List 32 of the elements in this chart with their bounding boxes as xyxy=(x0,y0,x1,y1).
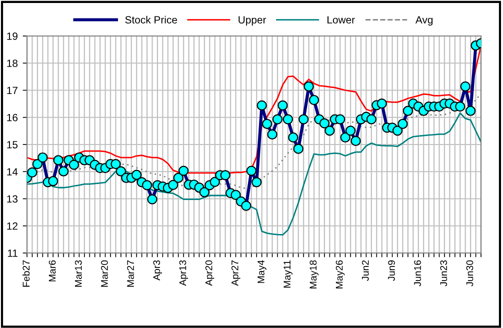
legend-label: Avg xyxy=(415,16,433,26)
x-tick-label: Mar20 xyxy=(101,260,108,287)
x-tick-label: Apr13 xyxy=(179,260,188,286)
y-tick-label: 11 xyxy=(8,250,18,257)
x-tick-label: Jun30 xyxy=(466,260,474,286)
x-tick-label: May4 xyxy=(258,260,266,283)
legend-label: Stock Price xyxy=(125,16,177,24)
legend-label: Lower xyxy=(328,16,355,24)
line-series xyxy=(27,112,481,236)
y-tick-label: 16 xyxy=(7,114,18,122)
x-tick-label: Mar27 xyxy=(127,260,134,287)
legend-label: Upper xyxy=(238,16,266,26)
y-tick-label: 19 xyxy=(7,32,18,40)
x-tick-label: Jun16 xyxy=(414,260,421,286)
y-tick-label: 12 xyxy=(7,222,18,230)
x-tick-label: Mar6 xyxy=(48,260,56,282)
y-tick-label: 14 xyxy=(7,168,18,176)
x-tick-label: Jun23 xyxy=(440,260,448,286)
x-tick-label: Jun2 xyxy=(362,260,369,281)
y-tick-label: 17 xyxy=(7,86,18,94)
x-tick-label: Apr3 xyxy=(153,260,162,280)
x-tick-label: May26 xyxy=(336,260,345,288)
y-tick-label: 13 xyxy=(7,195,18,203)
x-tick-label: Feb27 xyxy=(22,260,30,287)
y-tick-label: 18 xyxy=(7,60,18,67)
x-tick-label: May11 xyxy=(284,260,292,288)
x-tick-label: May18 xyxy=(310,260,319,288)
x-tick-label: Mar13 xyxy=(74,260,82,287)
y-tick-label: 15 xyxy=(7,141,18,148)
x-tick-label: Jun9 xyxy=(388,260,395,281)
x-tick-label: Apr20 xyxy=(205,260,214,286)
x-tick-label: Apr27 xyxy=(231,260,240,286)
